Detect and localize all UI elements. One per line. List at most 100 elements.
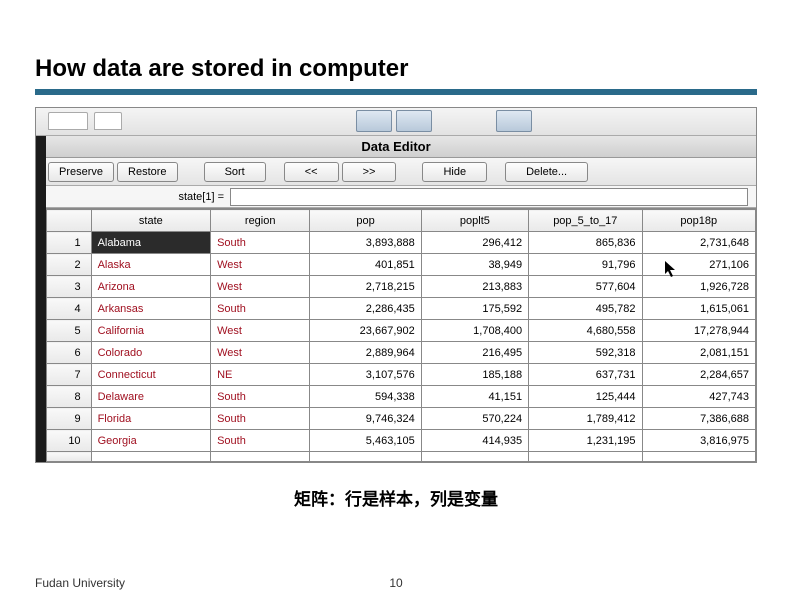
row-number: 8	[47, 386, 92, 408]
cell-pop[interactable]: 594,338	[310, 386, 421, 408]
column-header-rownum[interactable]	[47, 210, 92, 232]
variable-input[interactable]	[230, 188, 748, 206]
sort-button[interactable]: Sort	[204, 162, 266, 182]
cell-state[interactable]: Georgia	[91, 430, 211, 452]
footer-page-number: 10	[389, 576, 402, 590]
toolbar-icon-1[interactable]	[356, 110, 392, 132]
cell-pop5-17[interactable]: 125,444	[529, 386, 642, 408]
restore-button[interactable]: Restore	[117, 162, 178, 182]
cell-pop[interactable]: 2,889,964	[310, 342, 421, 364]
tab-stub-1	[48, 112, 88, 130]
cell-pop[interactable]: 23,667,902	[310, 320, 421, 342]
cell-region[interactable]: South	[211, 298, 310, 320]
cell-pop5-17[interactable]: 1,789,412	[529, 408, 642, 430]
table-row[interactable]: 3ArizonaWest2,718,215213,883577,6041,926…	[47, 276, 756, 298]
table-row[interactable]: 2AlaskaWest401,85138,94991,796271,106	[47, 254, 756, 276]
cell-pop18p[interactable]: 2,284,657	[642, 364, 755, 386]
cell-state[interactable]: Florida	[91, 408, 211, 430]
toolbar-icon-2[interactable]	[396, 110, 432, 132]
cell-pop18p[interactable]: 427,743	[642, 386, 755, 408]
cell-pop5-17[interactable]: 637,731	[529, 364, 642, 386]
cell-region[interactable]: West	[211, 254, 310, 276]
next-button[interactable]: >>	[342, 162, 397, 182]
table-row[interactable]: 9FloridaSouth9,746,324570,2241,789,4127,…	[47, 408, 756, 430]
cell-pop[interactable]: 2,286,435	[310, 298, 421, 320]
data-editor-window: Data Editor Preserve Restore Sort << >> …	[35, 107, 757, 463]
cell-state[interactable]: Connecticut	[91, 364, 211, 386]
cell-pop18p[interactable]: 3,816,975	[642, 430, 755, 452]
preserve-button[interactable]: Preserve	[48, 162, 114, 182]
cell-region[interactable]: NE	[211, 364, 310, 386]
cell-pop5-17[interactable]: 577,604	[529, 276, 642, 298]
cell-region[interactable]: West	[211, 342, 310, 364]
cell-poplt5[interactable]: 1,708,400	[421, 320, 528, 342]
cell-pop[interactable]: 3,107,576	[310, 364, 421, 386]
table-row[interactable]: 10GeorgiaSouth5,463,105414,9351,231,1953…	[47, 430, 756, 452]
column-header-pop_5_to_17[interactable]: pop_5_to_17	[529, 210, 642, 232]
delete-button[interactable]: Delete...	[505, 162, 588, 182]
cell-pop18p[interactable]: 2,731,648	[642, 232, 755, 254]
cell-region[interactable]: West	[211, 276, 310, 298]
cell-pop[interactable]: 5,463,105	[310, 430, 421, 452]
row-number: 3	[47, 276, 92, 298]
cell-pop18p[interactable]: 271,106	[642, 254, 755, 276]
cell-pop[interactable]: 3,893,888	[310, 232, 421, 254]
column-header-state[interactable]: state	[91, 210, 211, 232]
cell-pop18p[interactable]: 17,278,944	[642, 320, 755, 342]
left-gutter	[36, 108, 46, 462]
prev-button[interactable]: <<	[284, 162, 339, 182]
table-row[interactable]: 7ConnecticutNE3,107,576185,188637,7312,2…	[47, 364, 756, 386]
cell-pop18p[interactable]: 1,926,728	[642, 276, 755, 298]
cell-pop5-17[interactable]: 495,782	[529, 298, 642, 320]
cell-region[interactable]: South	[211, 232, 310, 254]
cell-pop18p[interactable]: 7,386,688	[642, 408, 755, 430]
table-row[interactable]: 8DelawareSouth594,33841,151125,444427,74…	[47, 386, 756, 408]
cell-region[interactable]: West	[211, 320, 310, 342]
column-header-poplt5[interactable]: poplt5	[421, 210, 528, 232]
cell-pop5-17[interactable]: 592,318	[529, 342, 642, 364]
window-menubar	[36, 108, 756, 136]
cell-state[interactable]: Colorado	[91, 342, 211, 364]
cell-pop5-17[interactable]: 91,796	[529, 254, 642, 276]
table-row[interactable]: 1AlabamaSouth3,893,888296,412865,8362,73…	[47, 232, 756, 254]
cell-pop18p[interactable]: 2,081,151	[642, 342, 755, 364]
cell-poplt5[interactable]: 216,495	[421, 342, 528, 364]
cell-state[interactable]: Arizona	[91, 276, 211, 298]
cell-poplt5[interactable]: 414,935	[421, 430, 528, 452]
cell-poplt5[interactable]: 185,188	[421, 364, 528, 386]
cell-pop[interactable]: 401,851	[310, 254, 421, 276]
cell-pop5-17[interactable]: 4,680,558	[529, 320, 642, 342]
cell-state[interactable]: Alaska	[91, 254, 211, 276]
cell-poplt5[interactable]: 41,151	[421, 386, 528, 408]
cell-pop5-17[interactable]: 1,231,195	[529, 430, 642, 452]
cell-pop[interactable]: 9,746,324	[310, 408, 421, 430]
cell-region[interactable]: South	[211, 408, 310, 430]
cell-state[interactable]: Alabama	[91, 232, 211, 254]
cell-poplt5[interactable]: 38,949	[421, 254, 528, 276]
column-header-pop18p[interactable]: pop18p	[642, 210, 755, 232]
table-row[interactable]: 5CaliforniaWest23,667,9021,708,4004,680,…	[47, 320, 756, 342]
variable-label: state[1] =	[48, 191, 230, 203]
hide-button[interactable]: Hide	[422, 162, 487, 182]
data-grid: stateregionpoppoplt5pop_5_to_17pop18p1Al…	[46, 208, 756, 462]
toolbar-icon-3[interactable]	[496, 110, 532, 132]
column-header-region[interactable]: region	[211, 210, 310, 232]
cell-pop[interactable]: 2,718,215	[310, 276, 421, 298]
cell-region[interactable]: South	[211, 386, 310, 408]
footer-university: Fudan University	[35, 576, 125, 590]
cell-pop18p[interactable]: 1,615,061	[642, 298, 755, 320]
cell-poplt5[interactable]: 175,592	[421, 298, 528, 320]
cell-poplt5[interactable]: 213,883	[421, 276, 528, 298]
cell-poplt5[interactable]: 570,224	[421, 408, 528, 430]
cell-state[interactable]: Arkansas	[91, 298, 211, 320]
cell-poplt5[interactable]: 296,412	[421, 232, 528, 254]
cell-state[interactable]: Delaware	[91, 386, 211, 408]
column-header-pop[interactable]: pop	[310, 210, 421, 232]
cell-region[interactable]: South	[211, 430, 310, 452]
cell-pop5-17[interactable]: 865,836	[529, 232, 642, 254]
table-row[interactable]: 4ArkansasSouth2,286,435175,592495,7821,6…	[47, 298, 756, 320]
row-number: 7	[47, 364, 92, 386]
cell-state[interactable]: California	[91, 320, 211, 342]
table-row[interactable]: 6ColoradoWest2,889,964216,495592,3182,08…	[47, 342, 756, 364]
window-titlebar: Data Editor	[36, 136, 756, 158]
